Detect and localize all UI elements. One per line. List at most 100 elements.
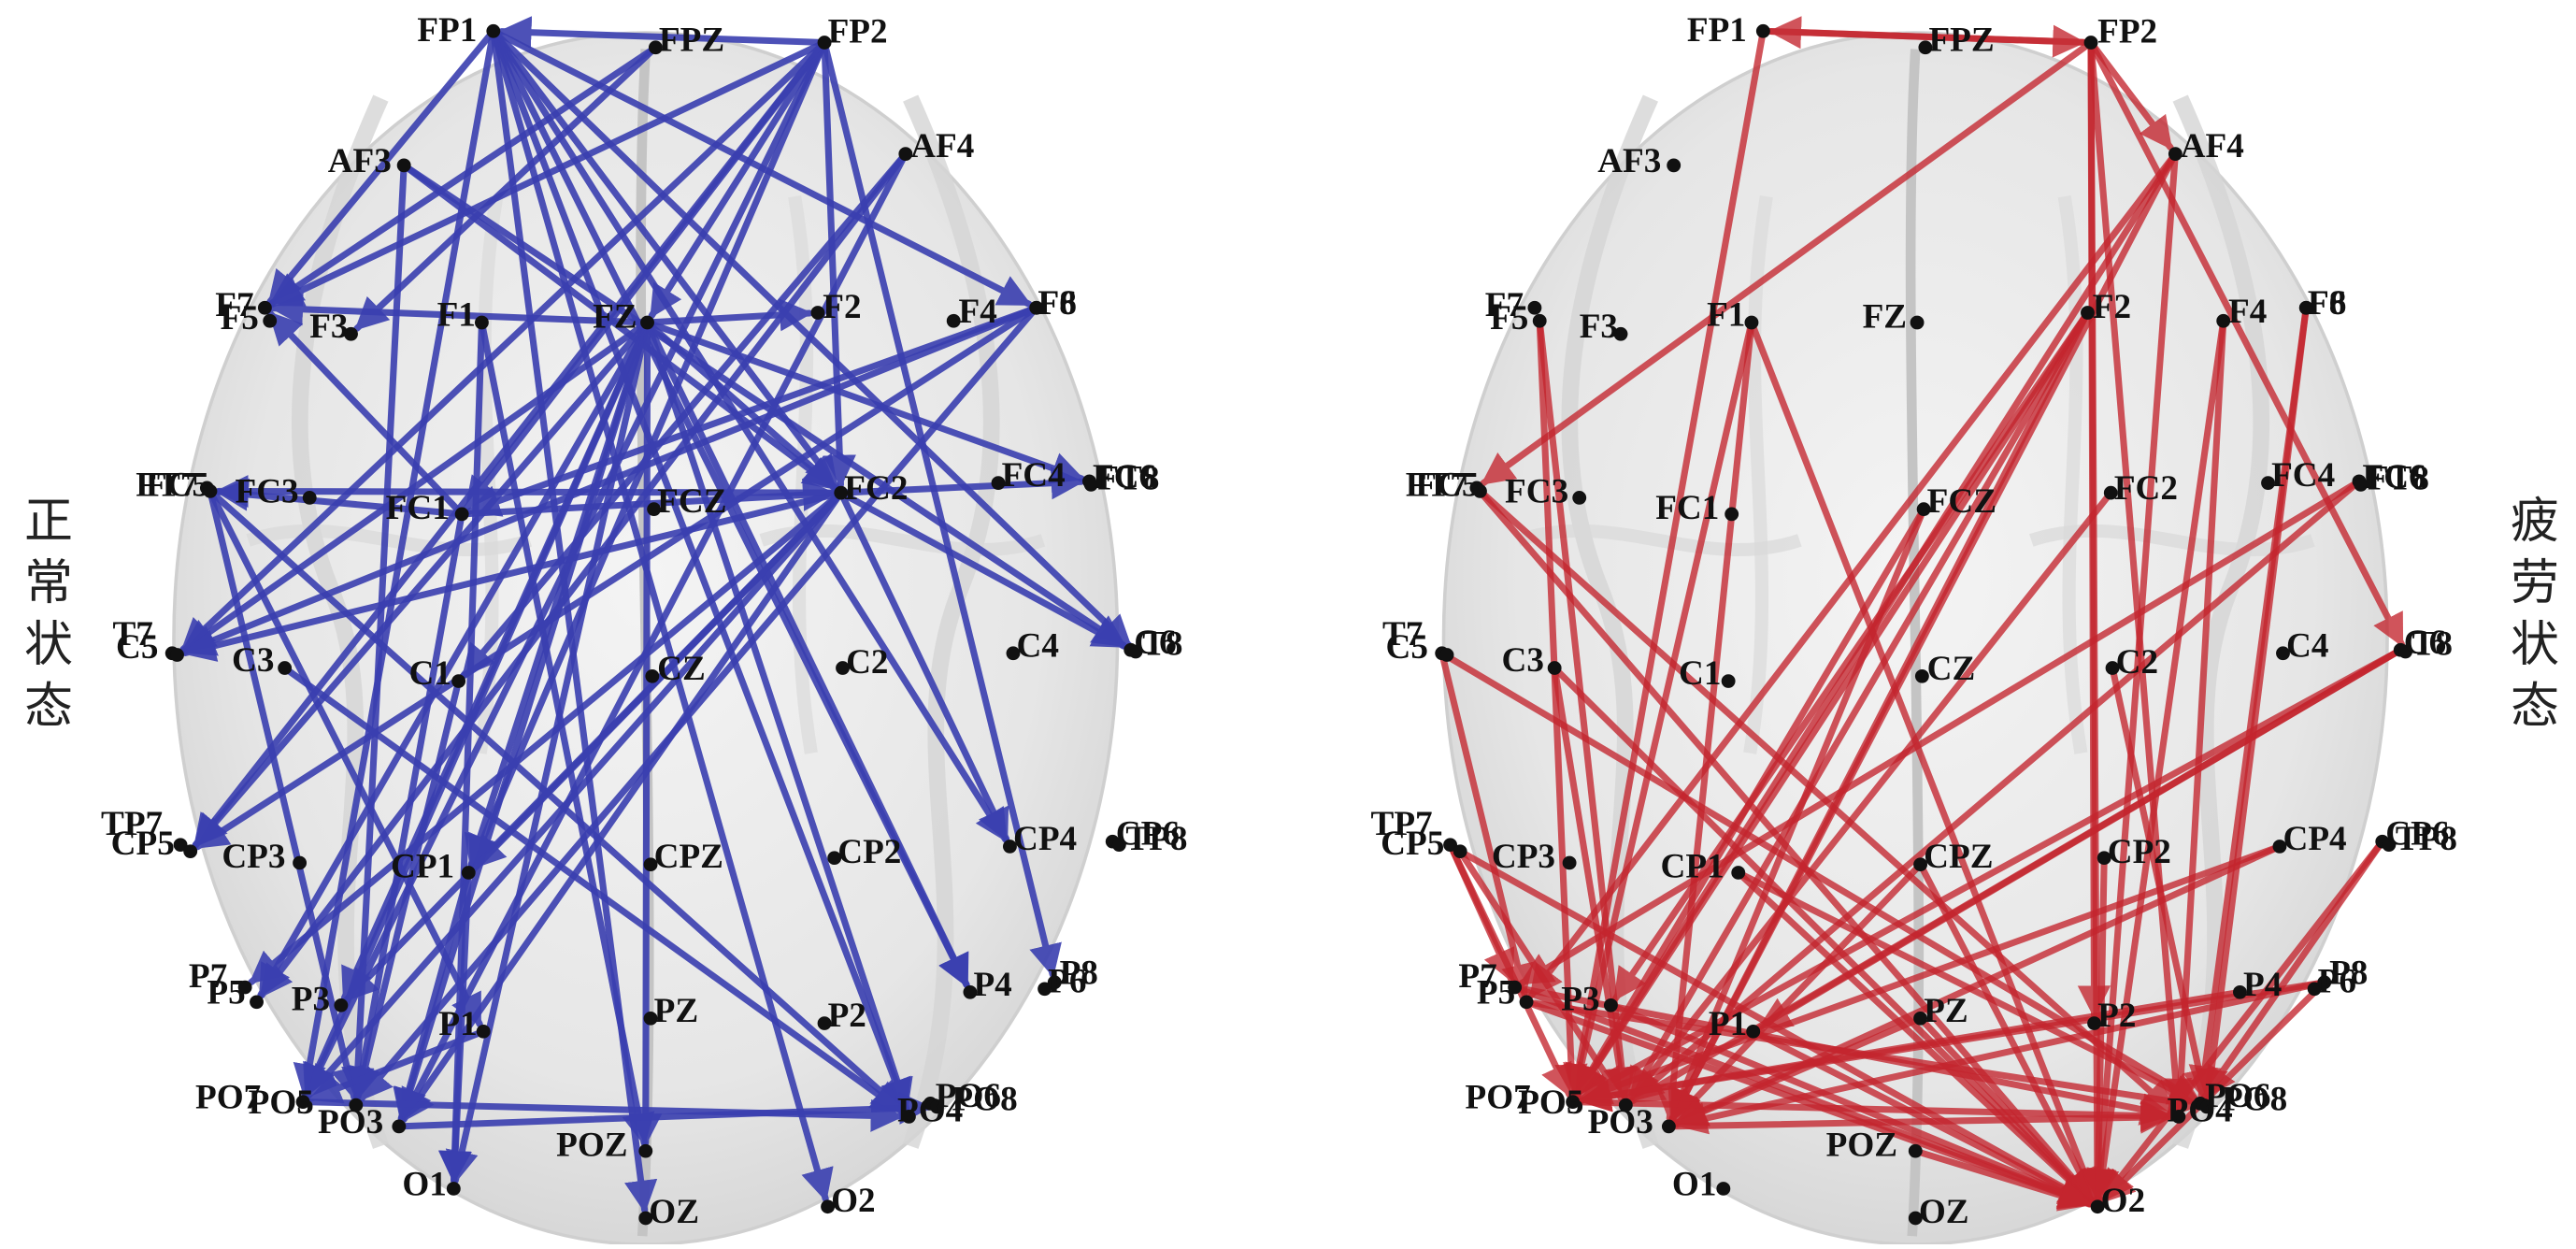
electrode-label-p4: P4 [973, 965, 1011, 1003]
electrode-label-o2: O2 [831, 1181, 876, 1219]
connection-arrow-t7-to-po8 [1438, 650, 2203, 1106]
electrode-label-p8: P8 [2329, 954, 2368, 992]
connection-arrow-fp2-to-fc2 [821, 39, 856, 488]
electrode-dot-cp2 [827, 851, 842, 866]
electrode-label-p3: P3 [1561, 980, 1599, 1018]
connection-arrow-fp2-to-fp1 [1767, 16, 2095, 50]
electrode-label-p5: P5 [1477, 973, 1515, 1012]
electrode-label-fc2: FC2 [844, 468, 908, 507]
electrode-label-cp1: CP1 [391, 847, 454, 885]
electrode-dot-c4 [1006, 646, 1021, 661]
electrode-label-cp2: CP2 [837, 832, 901, 870]
electrode-dot-p6 [2307, 982, 2322, 997]
electrode-dot-fc5 [203, 484, 218, 498]
electrode-dot-t8 [1128, 644, 1143, 659]
electrode-label-p8: P8 [1060, 954, 1098, 992]
electrode-dot-fc4 [2261, 476, 2275, 490]
side-label-fatigue-text: 疲劳状态 [2510, 494, 2559, 735]
electrode-label-cp5: CP5 [111, 824, 175, 862]
electrode-label-cp3: CP3 [222, 837, 285, 875]
electrode-dot-fc5 [1473, 484, 1487, 498]
connection-arrow-f5-to-po7 [1536, 317, 1588, 1098]
electrode-label-po3: PO3 [1588, 1102, 1653, 1141]
electrode-dot-o2 [821, 1199, 836, 1214]
connection-arrow-p1-to-o2 [1750, 1027, 2094, 1207]
electrode-label-po6: PO6 [936, 1076, 1001, 1114]
electrode-label-p1: P1 [438, 1004, 477, 1042]
electrode-dot-af3 [1667, 158, 1682, 173]
electrode-dot-f8 [1029, 300, 1044, 315]
connection-arrow-cpz-to-o2 [1917, 861, 2097, 1203]
connection-arrow-fc6-to-po5 [1628, 478, 2363, 1103]
electrode-label-fc4: FC4 [1002, 455, 1066, 494]
connection-arrow-fp2-to-t8 [2087, 39, 2406, 648]
electrode-dot-pz [643, 1011, 658, 1026]
electrode-label-f8: F8 [2308, 283, 2346, 322]
electrode-label-p1: P1 [1709, 1004, 1747, 1042]
connection-arrow-fp1-to-po4 [490, 27, 911, 1113]
connection-arrow-cp2-to-o2 [2082, 854, 2115, 1202]
connection-arrow-cp6-to-o2 [2098, 838, 2386, 1204]
connection-arrow-fp2-to-po4 [2087, 39, 2193, 1113]
electrode-label-pz: PZ [1924, 991, 1968, 1029]
electrode-label-fpz: FPZ [659, 20, 724, 58]
connection-arrow-fp2-to-fz [648, 39, 828, 320]
electrode-dot-po7 [1566, 1095, 1581, 1109]
electrode-dot-f3 [344, 326, 358, 341]
connection-arrow-fz-to-o1 [445, 319, 651, 1184]
electrode-label-c2: C2 [846, 642, 888, 681]
electrode-label-fc3: FC3 [236, 472, 299, 510]
electrode-dot-p1 [476, 1024, 491, 1039]
electrode-label-poz: POZ [1826, 1126, 1897, 1164]
electrode-label-fc1: FC1 [386, 488, 450, 526]
connection-arrow-t7-to-p5 [1438, 650, 1534, 998]
connection-arrow-c1-to-po5 [349, 678, 463, 1101]
connection-arrow-fc2-to-po7 [305, 489, 845, 1099]
electrode-dot-poz [1908, 1143, 1923, 1158]
electrode-label-fc5: FC5 [1415, 466, 1479, 504]
electrode-dot-c1 [1721, 674, 1736, 688]
connection-arrow-f1-to-po3 [1655, 319, 1755, 1122]
electrode-label-ft7: FT7 [1406, 466, 1467, 504]
connection-arrow-fp2-to-ft7 [1480, 39, 2095, 487]
electrode-label-po6: PO6 [2205, 1076, 2270, 1114]
electrode-label-o2: O2 [2101, 1181, 2146, 1219]
electrode-label-o1: O1 [1672, 1165, 1717, 1203]
electrode-dot-p1 [1746, 1024, 1761, 1039]
electrode-dot-f5 [263, 313, 278, 328]
electrode-label-p7: P7 [189, 956, 227, 995]
electrode-dot-fc2 [2103, 485, 2118, 500]
electrode-label-c3: C3 [232, 640, 274, 679]
electrode-label-ft8: FT8 [1097, 459, 1159, 497]
electrode-label-po4: PO4 [897, 1091, 963, 1129]
electrode-label-cp4: CP4 [1013, 819, 1077, 857]
electrode-label-fz: FZ [1863, 296, 1908, 335]
connection-arrow-poz-to-o2 [1911, 1147, 2094, 1212]
electrode-label-fcz: FCZ [657, 481, 726, 520]
electrode-label-fpz: FPZ [1928, 20, 1994, 58]
electrode-label-cz: CZ [1927, 649, 1976, 687]
connection-arrow-cpz-to-po3 [1670, 861, 1925, 1125]
electrode-dot-p2 [817, 1016, 832, 1030]
electrode-dot-cpz [1913, 857, 1928, 872]
connection-arrow-fz-to-po4 [644, 319, 913, 1113]
electrode-label-po8: PO8 [2222, 1080, 2287, 1118]
connection-arrow-f2-to-po3 [1668, 309, 2092, 1123]
electrode-dot-o1 [446, 1182, 461, 1196]
connection-arrow-c2-to-po8 [2109, 665, 2215, 1102]
electrode-label-f5: F5 [1490, 298, 1528, 337]
connection-arrow-fc1-to-fc2 [458, 478, 837, 518]
electrode-dot-tp8 [1111, 838, 1126, 853]
connection-arrow-cp1-to-o1 [438, 869, 472, 1184]
electrode-dot-oz [638, 1211, 653, 1226]
electrode-dot-fz [640, 315, 654, 330]
connection-arrow-fz-to-f2 [644, 298, 813, 332]
edge-layer-normal [179, 16, 1134, 1213]
electrode-label-oz: OZ [649, 1192, 699, 1230]
connection-arrow-fc1-to-fc5 [215, 478, 465, 518]
connection-arrow-p8-to-po3 [1673, 979, 2328, 1135]
electrode-dot-fp2 [817, 36, 832, 50]
connection-arrow-p8-to-po7 [1577, 979, 2328, 1113]
connection-arrow-p1-to-po7 [307, 1027, 487, 1104]
electrode-dot-c3 [1547, 661, 1562, 675]
